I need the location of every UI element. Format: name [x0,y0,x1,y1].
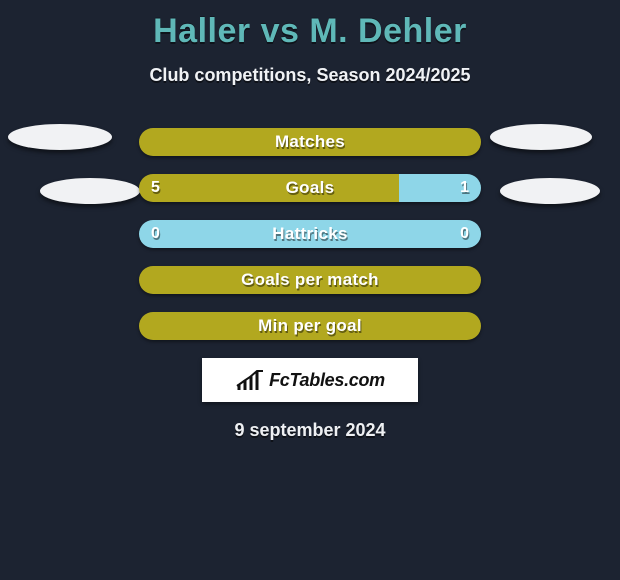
stat-row: Goals5 1 [139,174,481,202]
page-title: Haller vs M. Dehler [0,0,620,51]
stat-label: Goals per match [139,266,481,294]
stat-value-player1: 0 [151,220,160,248]
stat-row: Goals per match [139,266,481,294]
comparison-card: Haller vs M. Dehler Club competitions, S… [0,0,620,580]
date-text: 9 september 2024 [0,420,620,441]
stat-value-player2: 0 [460,220,469,248]
stat-label: Matches [139,128,481,156]
player1-marker-1 [8,124,112,150]
source-logo: FcTables.com [202,358,418,402]
stat-row: Matches [139,128,481,156]
stat-row: Min per goal [139,312,481,340]
player2-marker-1 [490,124,592,150]
player2-marker-2 [500,178,600,204]
stat-value-player2: 1 [460,174,469,202]
stat-value-player1: 5 [151,174,160,202]
stat-row: Hattricks0 0 [139,220,481,248]
logo-text: FcTables.com [269,370,385,391]
logo-content: FcTables.com [235,368,385,392]
chart-icon [235,368,265,392]
player1-marker-2 [40,178,140,204]
stat-label: Min per goal [139,312,481,340]
stats-block: Matches Goals5 1 Hattricks0 0 Goals per match… [139,128,481,340]
stat-label: Hattricks [139,220,481,248]
subtitle: Club competitions, Season 2024/2025 [0,65,620,86]
stat-label: Goals [139,174,481,202]
